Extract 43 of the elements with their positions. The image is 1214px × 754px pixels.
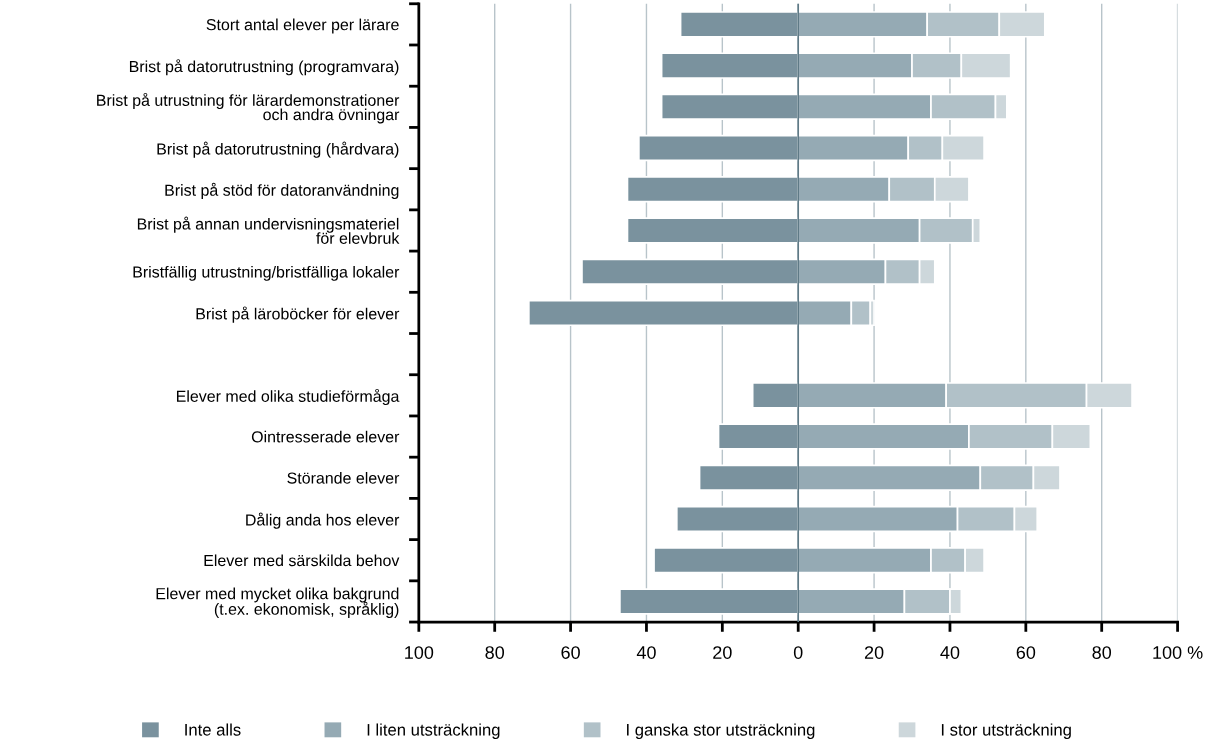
x-tick-label: 80: [1092, 646, 1112, 659]
bar: [581, 258, 800, 285]
bar: [660, 52, 800, 79]
y-tick-label: Brist på annan undervisningsmateriel för elevbruk: [137, 216, 400, 244]
x-tick-label: 0: [793, 646, 803, 659]
y-tick-label: Brist på stöd för datoranvändning: [165, 182, 399, 200]
y-tick-label: Brist på datorutrustning (programvara): [129, 59, 399, 76]
bar: [679, 11, 800, 38]
y-tick-label: Störande elever: [287, 472, 400, 484]
bar: [717, 423, 800, 450]
y-tick-label: Dålig anda hos elever: [246, 512, 400, 529]
x-tick-label: 20: [713, 646, 732, 659]
x-tick-label: 100: [405, 646, 434, 659]
x-tick-label: 20: [864, 646, 884, 659]
x-tick-label: 100 %: [1153, 646, 1203, 659]
x-tick-label: 40: [636, 646, 656, 659]
legend-label: I liten utsträckning: [367, 723, 500, 739]
y-tick-label: Elever med mycket olika bakgrund (t.ex. ekonomisk, språklig): [156, 587, 399, 618]
x-tick-label: 60: [1016, 646, 1036, 659]
x-tick-label: 40: [940, 646, 960, 659]
x-tick-label: 80: [485, 646, 505, 659]
legend-label: I stor utsträckning: [941, 723, 1071, 739]
legend-label: I ganska stor utsträckning: [627, 723, 815, 739]
bar: [751, 382, 800, 409]
y-tick-label: Brist på läroböcker för elever: [196, 306, 400, 323]
bar: [626, 217, 800, 244]
y-tick-label: Elever med särskilda behov: [204, 554, 400, 567]
y-tick-label: Bristfällig utrustning/bristfälliga lokaler: [133, 265, 400, 281]
bar: [675, 505, 800, 533]
bar: [619, 588, 800, 615]
y-tick-label: Brist på utrustning för lärardemonstrationer och andra övningar: [97, 92, 400, 124]
x-tick-label: 60: [561, 646, 580, 659]
y-tick-label: Elever med olika studieförmåga: [176, 388, 400, 406]
bar: [698, 464, 800, 491]
bar: [626, 176, 800, 203]
y-tick-label: Ointresserade elever: [251, 430, 400, 443]
bar: [660, 93, 800, 121]
y-tick-label: Brist på datorutrustning (hårdvara): [157, 141, 399, 158]
bar: [528, 299, 800, 327]
bar: [638, 134, 800, 162]
bar: [653, 547, 800, 574]
y-tick-label: Stort antal elever per lärare: [206, 18, 399, 34]
legend-label: Inte alls: [185, 723, 241, 736]
